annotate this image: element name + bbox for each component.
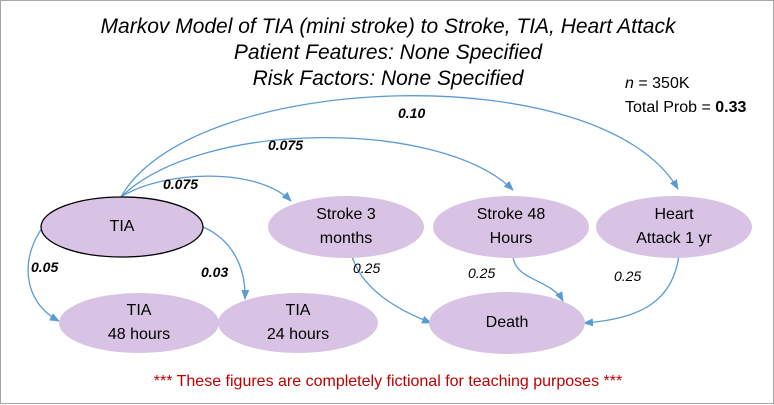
edge-heart-death (583, 254, 680, 327)
n-value: = 350K (633, 75, 690, 92)
edge-stroke48-death (512, 256, 564, 302)
node-tia48-label-2: 48 hours (107, 326, 171, 343)
node-stroke48 (433, 196, 589, 258)
node-tia24 (218, 293, 378, 353)
edge-tia-tia24 (202, 226, 250, 300)
node-tia48 (59, 293, 219, 353)
edge-tia-tia48 (27, 226, 60, 322)
prob-to-tia24: 0.03 (201, 264, 229, 280)
n-label: n (625, 75, 634, 92)
total-value: 0.33 (715, 99, 747, 116)
title-line-3: Risk Factors: None Specified (252, 67, 524, 90)
node-death-label: Death (485, 314, 529, 331)
node-tia-label: TIA (109, 218, 135, 235)
edge-tia-heart (120, 95, 679, 198)
node-stroke3-label-2: months (319, 230, 373, 247)
node-stroke3 (268, 196, 424, 258)
node-heart-label-2: Attack 1 yr (636, 230, 712, 247)
prob-heart-death: 0.25 (614, 268, 642, 284)
node-tia (40, 196, 204, 258)
node-heart-label-1: Heart (654, 206, 694, 223)
prob-to-stroke3: 0.075 (163, 176, 199, 192)
prob-stroke3-death: 0.25 (353, 260, 381, 276)
sample-size: n = 350K (625, 73, 690, 95)
prob-to-heart: 0.10 (398, 105, 426, 121)
total-label: Total Prob = (625, 99, 716, 116)
edge-tia-stroke3 (120, 175, 292, 202)
edge-tia-stroke48 (120, 136, 514, 198)
node-death (429, 292, 585, 354)
disclaimer-footer: *** These figures are completely fiction… (153, 373, 623, 390)
prob-stroke48-death: 0.25 (468, 265, 496, 281)
title-line-1: Markov Model of TIA (mini stroke) to Str… (100, 15, 676, 38)
node-stroke48-label-2: Hours (489, 230, 533, 247)
node-tia24-label-2: 24 hours (266, 326, 330, 343)
title-line-2: Patient Features: None Specified (233, 41, 543, 64)
prob-to-tia48: 0.05 (31, 259, 59, 275)
prob-to-stroke48: 0.075 (268, 137, 304, 153)
node-stroke3-label-1: Stroke 3 (316, 206, 376, 223)
node-tia48-label-1: TIA (126, 302, 152, 319)
total-probability: Total Prob = 0.33 (625, 97, 746, 119)
node-heart (596, 196, 752, 258)
node-stroke48-label-1: Stroke 48 (476, 206, 546, 223)
node-tia24-label-1: TIA (285, 302, 311, 319)
edge-stroke3-death (350, 252, 432, 324)
